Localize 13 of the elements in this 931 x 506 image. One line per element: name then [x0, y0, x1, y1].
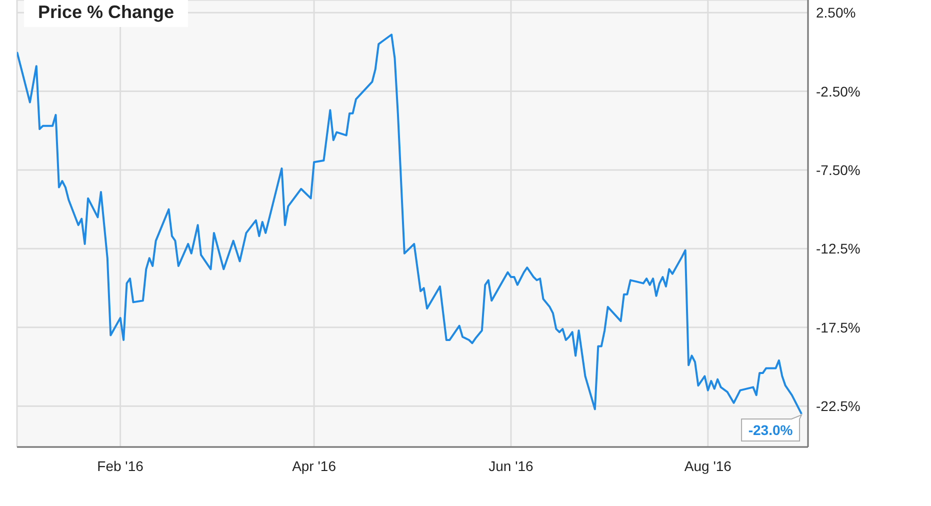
- chart-title: Price % Change: [24, 0, 188, 27]
- y-tick-label: -22.5%: [816, 398, 860, 414]
- x-tick-label: Jun '16: [488, 458, 534, 474]
- x-tick-label: Aug '16: [684, 458, 732, 474]
- x-tick-label: Feb '16: [97, 458, 144, 474]
- y-tick-label: -2.50%: [816, 83, 860, 100]
- annotation: -23.0%: [748, 422, 794, 438]
- x-tick-label: Apr '16: [292, 458, 336, 474]
- y-tick-label: 2.50%: [816, 4, 856, 21]
- line-series: [17, 34, 803, 415]
- y-tick-label: -7.50%: [816, 162, 860, 178]
- y-tick-label: -12.5%: [816, 240, 860, 257]
- y-tick-label: -17.5%: [816, 319, 860, 336]
